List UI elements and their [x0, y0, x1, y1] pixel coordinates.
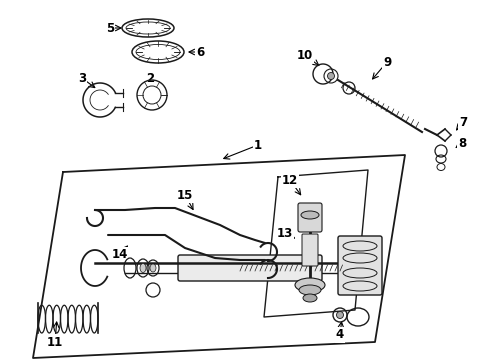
Ellipse shape: [301, 211, 318, 219]
Text: 8: 8: [457, 136, 465, 149]
Text: 9: 9: [382, 55, 390, 68]
Ellipse shape: [327, 72, 334, 80]
Ellipse shape: [336, 311, 343, 319]
Text: 10: 10: [296, 49, 312, 62]
Ellipse shape: [298, 285, 320, 295]
FancyBboxPatch shape: [337, 236, 381, 295]
Text: 14: 14: [112, 248, 128, 261]
Text: 7: 7: [458, 116, 466, 129]
Text: 12: 12: [281, 174, 298, 186]
FancyBboxPatch shape: [178, 255, 321, 281]
Text: 5: 5: [106, 22, 114, 35]
Ellipse shape: [303, 294, 316, 302]
Ellipse shape: [294, 278, 325, 292]
Text: 15: 15: [177, 189, 193, 202]
Ellipse shape: [150, 264, 156, 272]
Text: 2: 2: [145, 72, 154, 85]
Text: 6: 6: [196, 45, 203, 59]
Ellipse shape: [140, 264, 146, 273]
Text: 11: 11: [47, 336, 63, 348]
Text: 4: 4: [335, 328, 344, 342]
Text: 13: 13: [276, 226, 292, 239]
Text: 3: 3: [78, 72, 86, 85]
FancyBboxPatch shape: [297, 203, 321, 232]
Text: 1: 1: [253, 139, 262, 152]
FancyBboxPatch shape: [302, 234, 317, 266]
